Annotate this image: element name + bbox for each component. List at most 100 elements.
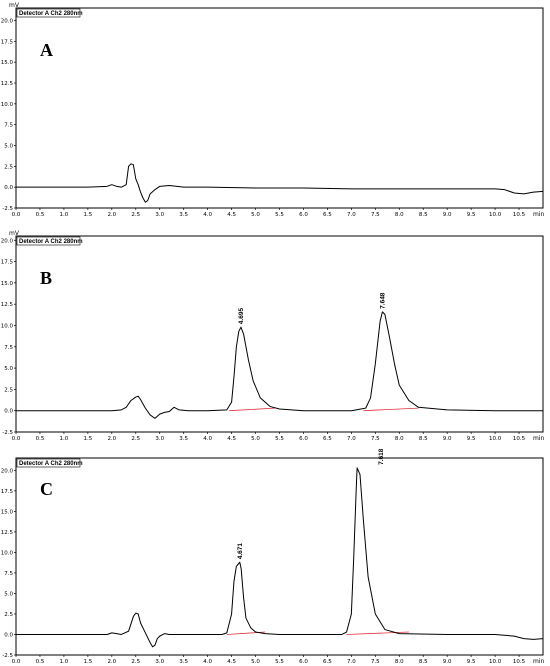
- x-tick-label: 0.5: [36, 436, 45, 442]
- y-tick-label: 20.0: [1, 19, 14, 25]
- x-tick-label: 5.0: [251, 659, 260, 665]
- y-tick-label: 7.5: [4, 345, 13, 351]
- x-tick-label: 3.5: [179, 659, 188, 665]
- x-axis-unit: min: [533, 435, 545, 442]
- x-tick-label: 6.0: [299, 212, 308, 218]
- y-axis-unit: mV: [9, 2, 20, 9]
- x-tick-label: 0.5: [36, 212, 45, 218]
- x-tick-label: 6.5: [323, 659, 332, 665]
- x-tick-label: 4.5: [227, 436, 236, 442]
- x-tick-label: 7.0: [347, 659, 356, 665]
- chart-panel-c: Detector A Ch2 280nmCmin-2.50.02.55.07.5…: [1, 448, 545, 665]
- x-tick-label: 4.0: [203, 212, 212, 218]
- detector-label-box: Detector A Ch2 280nm: [16, 458, 83, 468]
- x-tick-label: 6.5: [323, 212, 332, 218]
- integration-baseline: [346, 631, 409, 635]
- detector-label-box: Detector A Ch2 280nm: [16, 8, 83, 18]
- y-tick-label: 10.0: [1, 550, 14, 556]
- x-tick-label: 0.0: [12, 212, 21, 218]
- detector-label-border: [16, 236, 81, 246]
- x-tick-label: 3.0: [155, 436, 164, 442]
- x-tick-label: 9.5: [467, 659, 476, 665]
- y-tick-label: 0.0: [4, 185, 13, 191]
- y-tick-label: 15.0: [1, 281, 14, 287]
- y-tick-label: 12.5: [1, 302, 14, 308]
- x-tick-label: 7.5: [371, 436, 380, 442]
- y-axis-unit: mV: [9, 230, 20, 237]
- chromatogram-trace: [16, 467, 544, 648]
- y-tick-label: 10.0: [1, 323, 14, 329]
- x-tick-label: 2.5: [131, 436, 140, 442]
- panel-letter: B: [40, 268, 52, 288]
- y-tick-label: 7.5: [4, 123, 13, 129]
- x-tick-label: 8.0: [395, 436, 404, 442]
- y-tick-label: 5.0: [4, 591, 13, 597]
- integration-baseline: [363, 407, 419, 412]
- x-tick-label: 6.0: [299, 436, 308, 442]
- y-tick-label: 2.5: [4, 164, 13, 170]
- x-tick-label: 4.5: [227, 659, 236, 665]
- x-tick-label: 0.0: [12, 436, 21, 442]
- x-tick-label: 2.0: [107, 659, 116, 665]
- plot-frame: [15, 235, 544, 433]
- x-tick-label: 8.0: [395, 212, 404, 218]
- x-tick-label: 7.5: [371, 212, 380, 218]
- x-tick-label: 10.0: [489, 436, 502, 442]
- y-tick-label: 2.5: [4, 387, 13, 393]
- x-tick-label: 3.0: [155, 659, 164, 665]
- y-tick-label: 17.5: [1, 260, 14, 266]
- y-tick-label: 0.0: [4, 409, 13, 415]
- x-tick-label: 6.0: [299, 659, 308, 665]
- detector-label-border: [16, 8, 81, 18]
- y-tick-label: 12.5: [1, 530, 14, 536]
- y-tick-label: 5.0: [4, 144, 13, 150]
- y-tick-label: 5.0: [4, 366, 13, 372]
- x-tick-label: 4.0: [203, 659, 212, 665]
- x-tick-label: 10.5: [513, 659, 526, 665]
- x-tick-label: 10.5: [513, 212, 526, 218]
- x-tick-label: 9.5: [467, 436, 476, 442]
- peak-retention-label: 7.618: [378, 448, 385, 465]
- x-tick-label: 8.5: [419, 212, 428, 218]
- x-tick-label: 5.5: [275, 212, 284, 218]
- y-tick-label: 17.5: [1, 39, 14, 45]
- x-tick-label: 1.5: [83, 436, 92, 442]
- y-tick-label: 0.0: [4, 632, 13, 638]
- y-tick-label: -2.5: [2, 206, 13, 212]
- x-tick-label: 10.5: [513, 436, 526, 442]
- panel-letter: C: [40, 479, 53, 499]
- x-tick-label: 5.0: [251, 436, 260, 442]
- y-tick-label: 7.5: [4, 571, 13, 577]
- plot-frame: [15, 7, 544, 209]
- x-tick-label: 3.5: [179, 436, 188, 442]
- x-tick-label: 9.0: [443, 212, 452, 218]
- x-tick-label: 2.5: [131, 212, 140, 218]
- x-tick-label: 9.0: [443, 659, 452, 665]
- plot-frame: [15, 457, 544, 656]
- detector-label: Detector A Ch2 280nm: [19, 239, 83, 245]
- x-tick-label: 5.5: [275, 436, 284, 442]
- x-tick-label: 7.0: [347, 436, 356, 442]
- x-tick-label: 7.0: [347, 212, 356, 218]
- x-tick-label: 2.0: [107, 436, 116, 442]
- x-tick-label: 8.0: [395, 659, 404, 665]
- x-tick-label: 8.5: [419, 659, 428, 665]
- x-tick-label: 0.0: [12, 659, 21, 665]
- x-tick-label: 9.5: [467, 212, 476, 218]
- x-tick-label: 5.0: [251, 212, 260, 218]
- chart-panel-b: Detector A Ch2 280nmBmVmin-2.50.02.55.07…: [1, 230, 545, 442]
- y-tick-label: 15.0: [1, 60, 14, 66]
- y-tick-label: 20.0: [1, 468, 14, 474]
- x-tick-label: 1.0: [60, 659, 69, 665]
- y-tick-label: 17.5: [1, 489, 14, 495]
- x-tick-label: 4.0: [203, 436, 212, 442]
- y-tick-label: -2.5: [2, 653, 13, 659]
- y-tick-label: 15.0: [1, 509, 14, 515]
- x-tick-label: 1.5: [83, 659, 92, 665]
- y-tick-label: 2.5: [4, 612, 13, 618]
- x-tick-label: 10.0: [489, 659, 502, 665]
- y-tick-label: 12.5: [1, 81, 14, 87]
- peak-retention-label: 4.671: [237, 543, 244, 560]
- integration-baseline: [229, 407, 275, 412]
- detector-label: Detector A Ch2 280nm: [19, 461, 83, 467]
